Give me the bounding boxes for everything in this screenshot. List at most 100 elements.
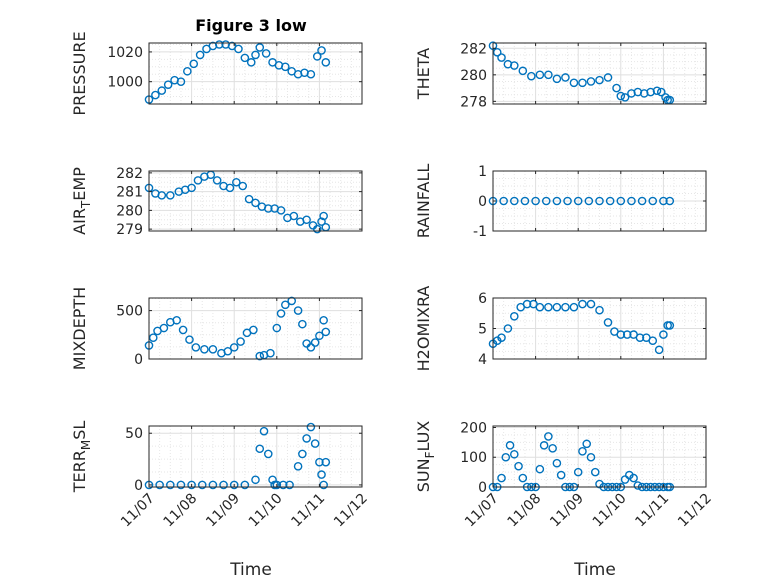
data-point [319,315,328,325]
data-point [497,333,506,342]
data-point [652,86,662,96]
data-point [200,345,209,354]
data-point [535,464,545,474]
y-tick-label: 50 [125,426,143,442]
y-axis-label-subscript: T [79,200,93,209]
data-point [518,66,528,76]
y-tick-label: 279 [116,222,143,238]
data-point [509,449,519,459]
data-point [578,446,587,456]
data-point [319,480,328,490]
y-tick-label: 282 [460,41,487,57]
data-point [573,467,583,477]
figure-title: Figure 3 low [195,16,307,35]
data-point [306,422,316,432]
y-tick-label: 281 [116,185,143,201]
data-point [312,52,322,61]
y-tick-label: 0 [478,194,487,210]
data-point [648,336,658,346]
data-point [595,75,604,85]
data-point [249,325,258,335]
data-point [183,66,192,76]
data-point [497,53,506,62]
data-point [151,90,160,100]
series-markers [144,40,331,104]
data-point [268,475,277,485]
data-point [531,196,540,206]
x-tick-label: 11/10 [590,491,630,531]
data-point [586,299,596,309]
y-axis-label-subscript: F [423,451,437,458]
data-point [189,59,199,69]
data-point [176,480,186,490]
x-tick-label: 11/08 [161,491,201,531]
data-point [616,330,626,339]
data-point [289,211,299,221]
data-point [223,346,233,356]
y-tick-label: 280 [460,68,487,84]
data-point [251,198,260,208]
y-axis-label-main: H2OMIXRA [414,286,433,372]
data-point [637,196,647,206]
data-point [276,206,286,215]
axes-box [148,297,363,360]
data-point [178,325,188,335]
data-point [246,58,256,67]
data-point [155,480,164,490]
data-point [656,87,666,97]
y-axis-label-main: TERR [70,450,89,493]
data-point [654,345,664,355]
data-point [582,439,592,449]
data-point [539,441,549,450]
data-point [659,330,668,339]
data-point [293,462,303,471]
data-point [518,473,528,483]
data-point [310,439,320,448]
data-point [317,470,326,479]
data-point [165,480,175,490]
data-point [578,299,587,309]
data-point [191,343,201,352]
data-point [603,73,613,82]
data-point [259,426,269,436]
data-point [590,467,600,477]
subplot-3: 279 280 281 282 AIRTEMP [70,166,363,238]
axes-box [492,42,707,105]
minor-grid [493,426,706,487]
x-axis-label-left: Time [229,560,272,580]
data-point [509,311,519,321]
data-point [595,305,604,315]
data-point [281,62,290,72]
data-point [622,330,632,339]
data-point [544,432,553,441]
data-point [312,224,322,234]
data-point [505,441,515,450]
x-tick-label: 11/10 [246,491,286,531]
x-tick-label: 11/09 [203,491,243,531]
y-tick-label: 500 [116,304,143,320]
data-point [263,204,273,213]
y-axis-label-suffix: LUX [414,421,433,452]
data-point [238,181,248,191]
y-axis-label: TERRMSL [70,421,93,494]
data-point [255,444,265,454]
data-point [214,40,224,49]
y-axis-label-main: RAINFALL [414,164,433,239]
y-tick-label: -1 [473,224,487,240]
y-tick-label: 0 [134,352,143,368]
y-axis-label-suffix: EMP [70,167,89,201]
data-point [633,481,643,490]
y-axis-label-suffix: SL [70,421,89,440]
data-point [195,50,205,60]
major-grid [148,171,363,231]
series-markers [144,296,331,361]
data-point [236,337,245,346]
data-point [176,77,186,86]
y-tick-label: 200 [460,420,487,436]
data-point [255,351,265,361]
data-point [635,333,645,342]
data-point [629,473,638,483]
data-point [148,333,158,342]
y-tick-label: 0 [478,480,487,496]
data-point [276,309,286,318]
